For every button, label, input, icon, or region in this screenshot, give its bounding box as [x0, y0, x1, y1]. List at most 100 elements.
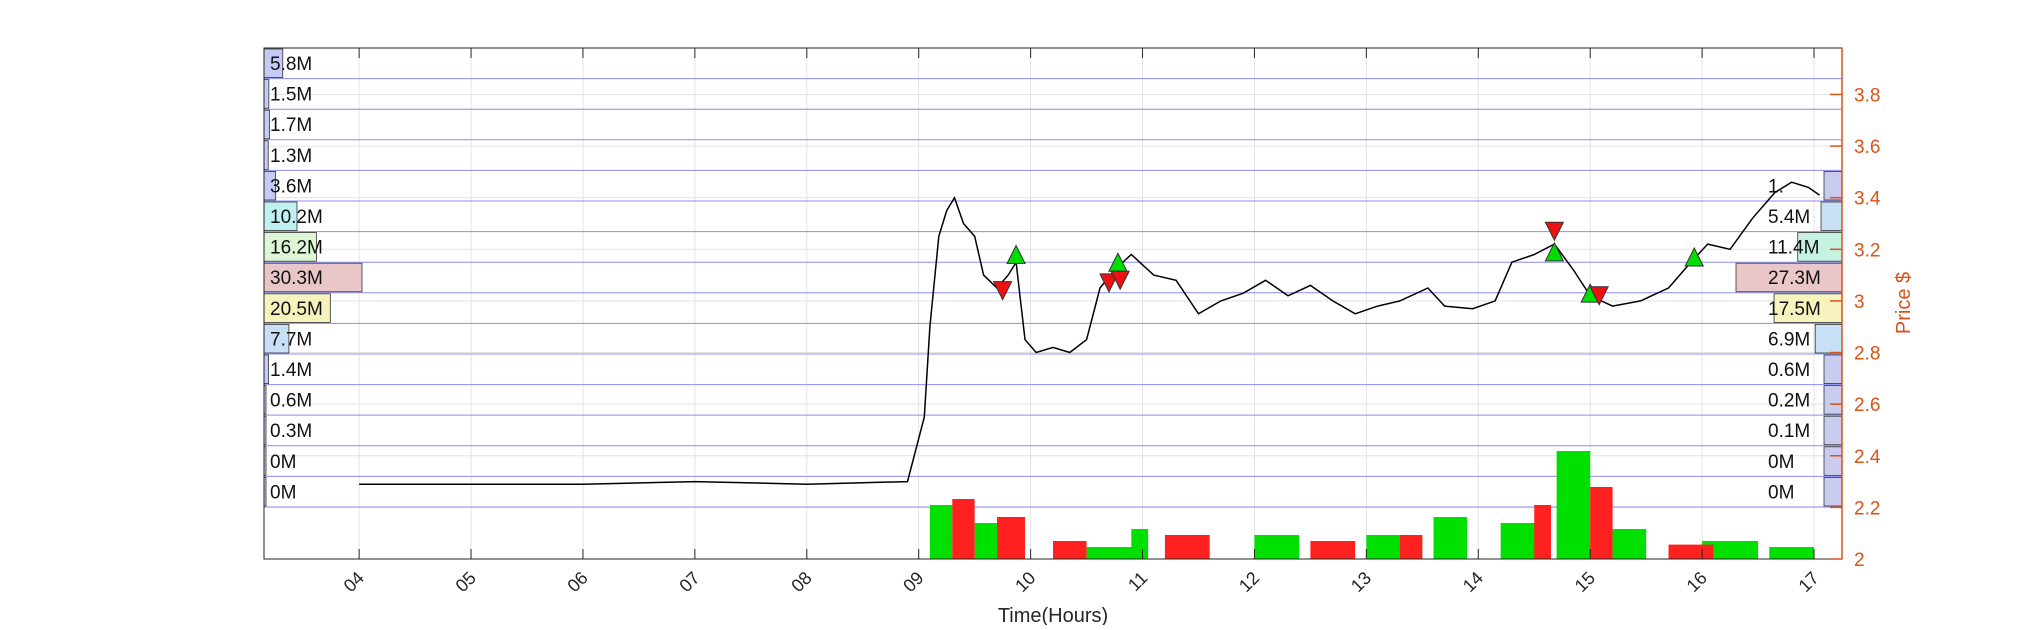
sell-signal-marker	[1544, 221, 1565, 242]
buy-volume-bar	[1612, 529, 1647, 559]
y-tick-label: 2	[1854, 550, 1865, 571]
right-volume-profile: 1. 5.4M 11.4M 27.3M 17.5M 6.9M 0.6M 0.2M 0.1M 0M 0…	[1735, 170, 1843, 507]
left-profile-bar	[263, 109, 270, 140]
left-profile-bar	[263, 201, 298, 231]
right-profile-bar	[1823, 446, 1843, 476]
sell-volume-bar	[1053, 541, 1087, 559]
y-axis-label: Price $	[1893, 272, 1915, 334]
y-tick-label: 2.4	[1854, 447, 1881, 468]
buy-volume-bar	[1254, 535, 1300, 559]
right-profile-bar	[1823, 354, 1843, 384]
left-profile-bar	[263, 79, 270, 109]
x-tick-label: 04	[340, 568, 368, 596]
left-profile-bar	[263, 293, 331, 323]
x-tick-label: 10	[1011, 568, 1039, 596]
buy-volume-bar	[1702, 541, 1759, 559]
buy-volume-bar	[1131, 529, 1149, 559]
sell-volume-bar	[1310, 541, 1356, 559]
x-tick-label: 16	[1683, 568, 1711, 596]
right-profile-bar	[1735, 262, 1843, 293]
buy-signal-marker	[1006, 244, 1026, 264]
right-profile-label: 6.9M	[1768, 329, 1810, 350]
left-profile-label: 1.3M	[270, 146, 312, 167]
right-profile-label: 17.5M	[1768, 299, 1821, 320]
sell-signal-marker	[992, 281, 1013, 301]
right-profile-bar	[1814, 323, 1843, 354]
right-profile-bar	[1823, 170, 1843, 201]
y-tick-label: 3.8	[1854, 85, 1880, 106]
buy-volume-bar	[1769, 547, 1815, 559]
sell-volume-bar	[997, 517, 1026, 559]
x-tick-label: 06	[563, 568, 591, 596]
sell-signal-marker	[1110, 270, 1130, 291]
left-profile-label: 16.2M	[270, 238, 323, 259]
x-tick-label: 12	[1235, 568, 1263, 596]
left-profile-bar	[263, 232, 317, 262]
x-tick-label: 15	[1571, 568, 1599, 596]
y-tick-label: 3.2	[1854, 240, 1880, 261]
sell-volume-bar	[1164, 535, 1210, 559]
right-profile-bar	[1773, 293, 1843, 323]
buy-signal-marker	[1684, 246, 1705, 267]
left-profile-label: 1.7M	[270, 115, 312, 136]
buy-volume-bar	[974, 523, 998, 559]
x-tick-label: 14	[1459, 568, 1487, 596]
y-tick-label: 3	[1854, 292, 1865, 313]
y-axis-ticks: 2 2.2 2.4 2.6 2.8 3 3.2 3.4 3.6 3.8	[1830, 48, 1881, 571]
sell-volume-bar	[1590, 487, 1613, 559]
left-profile-label: 0.3M	[270, 421, 312, 442]
left-profile-label: 30.3M	[270, 268, 323, 289]
left-profile-label: 7.7M	[270, 329, 312, 350]
left-profile-label: 1.4M	[270, 360, 312, 381]
buy-signal-marker	[1544, 241, 1565, 262]
left-profile-label: 0M	[270, 482, 296, 503]
right-profile-bar	[1820, 201, 1843, 231]
x-tick-label: 11	[1124, 568, 1151, 595]
right-profile-label: 0M	[1768, 452, 1794, 473]
right-profile-label: 0.2M	[1768, 391, 1810, 412]
left-profile-label: 0M	[270, 452, 296, 473]
volume-bars	[929, 451, 1815, 559]
right-profile-bar	[1823, 385, 1843, 415]
sell-volume-bar	[1534, 505, 1552, 559]
sell-volume-bar	[952, 499, 975, 559]
y-tick-label: 2.8	[1854, 344, 1880, 365]
left-profile-label: 20.5M	[270, 299, 323, 320]
sell-volume-bar	[1399, 535, 1423, 559]
buy-volume-bar	[929, 505, 953, 559]
right-profile-bar	[1823, 415, 1843, 446]
sell-signal-marker	[1099, 273, 1119, 293]
right-profile-label: 27.3M	[1768, 268, 1821, 289]
right-profile-bar	[1797, 232, 1843, 262]
price-line-layer	[359, 181, 1821, 485]
right-profile-label: 11.4M	[1768, 238, 1819, 259]
right-profile-label: 0.1M	[1768, 421, 1810, 442]
right-profile-label: 0.6M	[1768, 360, 1810, 381]
left-profile-label: 5.8M	[270, 54, 312, 75]
x-tick-label: 05	[452, 568, 480, 596]
right-profile-bar	[1823, 476, 1843, 507]
buy-volume-bar	[1433, 517, 1468, 559]
x-tick-label: 08	[787, 568, 815, 596]
trade-signals	[992, 221, 1705, 306]
y-tick-label: 2.2	[1854, 498, 1880, 519]
left-profile-bar	[263, 354, 269, 384]
left-profile-bar	[263, 140, 269, 170]
x-tick-label: 13	[1347, 568, 1375, 596]
left-profile-label: 1.5M	[270, 85, 312, 106]
right-profile-label: 0M	[1768, 482, 1794, 503]
left-profile-label: 0.6M	[270, 391, 312, 412]
x-tick-label: 09	[899, 568, 927, 596]
right-profile-label: 1.	[1768, 176, 1784, 197]
sell-volume-bar	[1668, 544, 1714, 559]
y-tick-label: 3.6	[1854, 137, 1880, 158]
left-profile-label: 10.2M	[270, 207, 323, 228]
y-tick-label: 3.4	[1854, 189, 1881, 210]
price-level-lines	[264, 47, 1842, 508]
left-volume-profile: 5.8M 1.5M 1.7M 1.3M 3.6M 10.2M 16.2M 30.3M 20.5M…	[263, 48, 363, 507]
y-tick-label: 2.6	[1854, 395, 1880, 416]
right-profile-label: 5.4M	[1768, 207, 1810, 228]
x-axis-label: Time(Hours)	[998, 605, 1108, 625]
